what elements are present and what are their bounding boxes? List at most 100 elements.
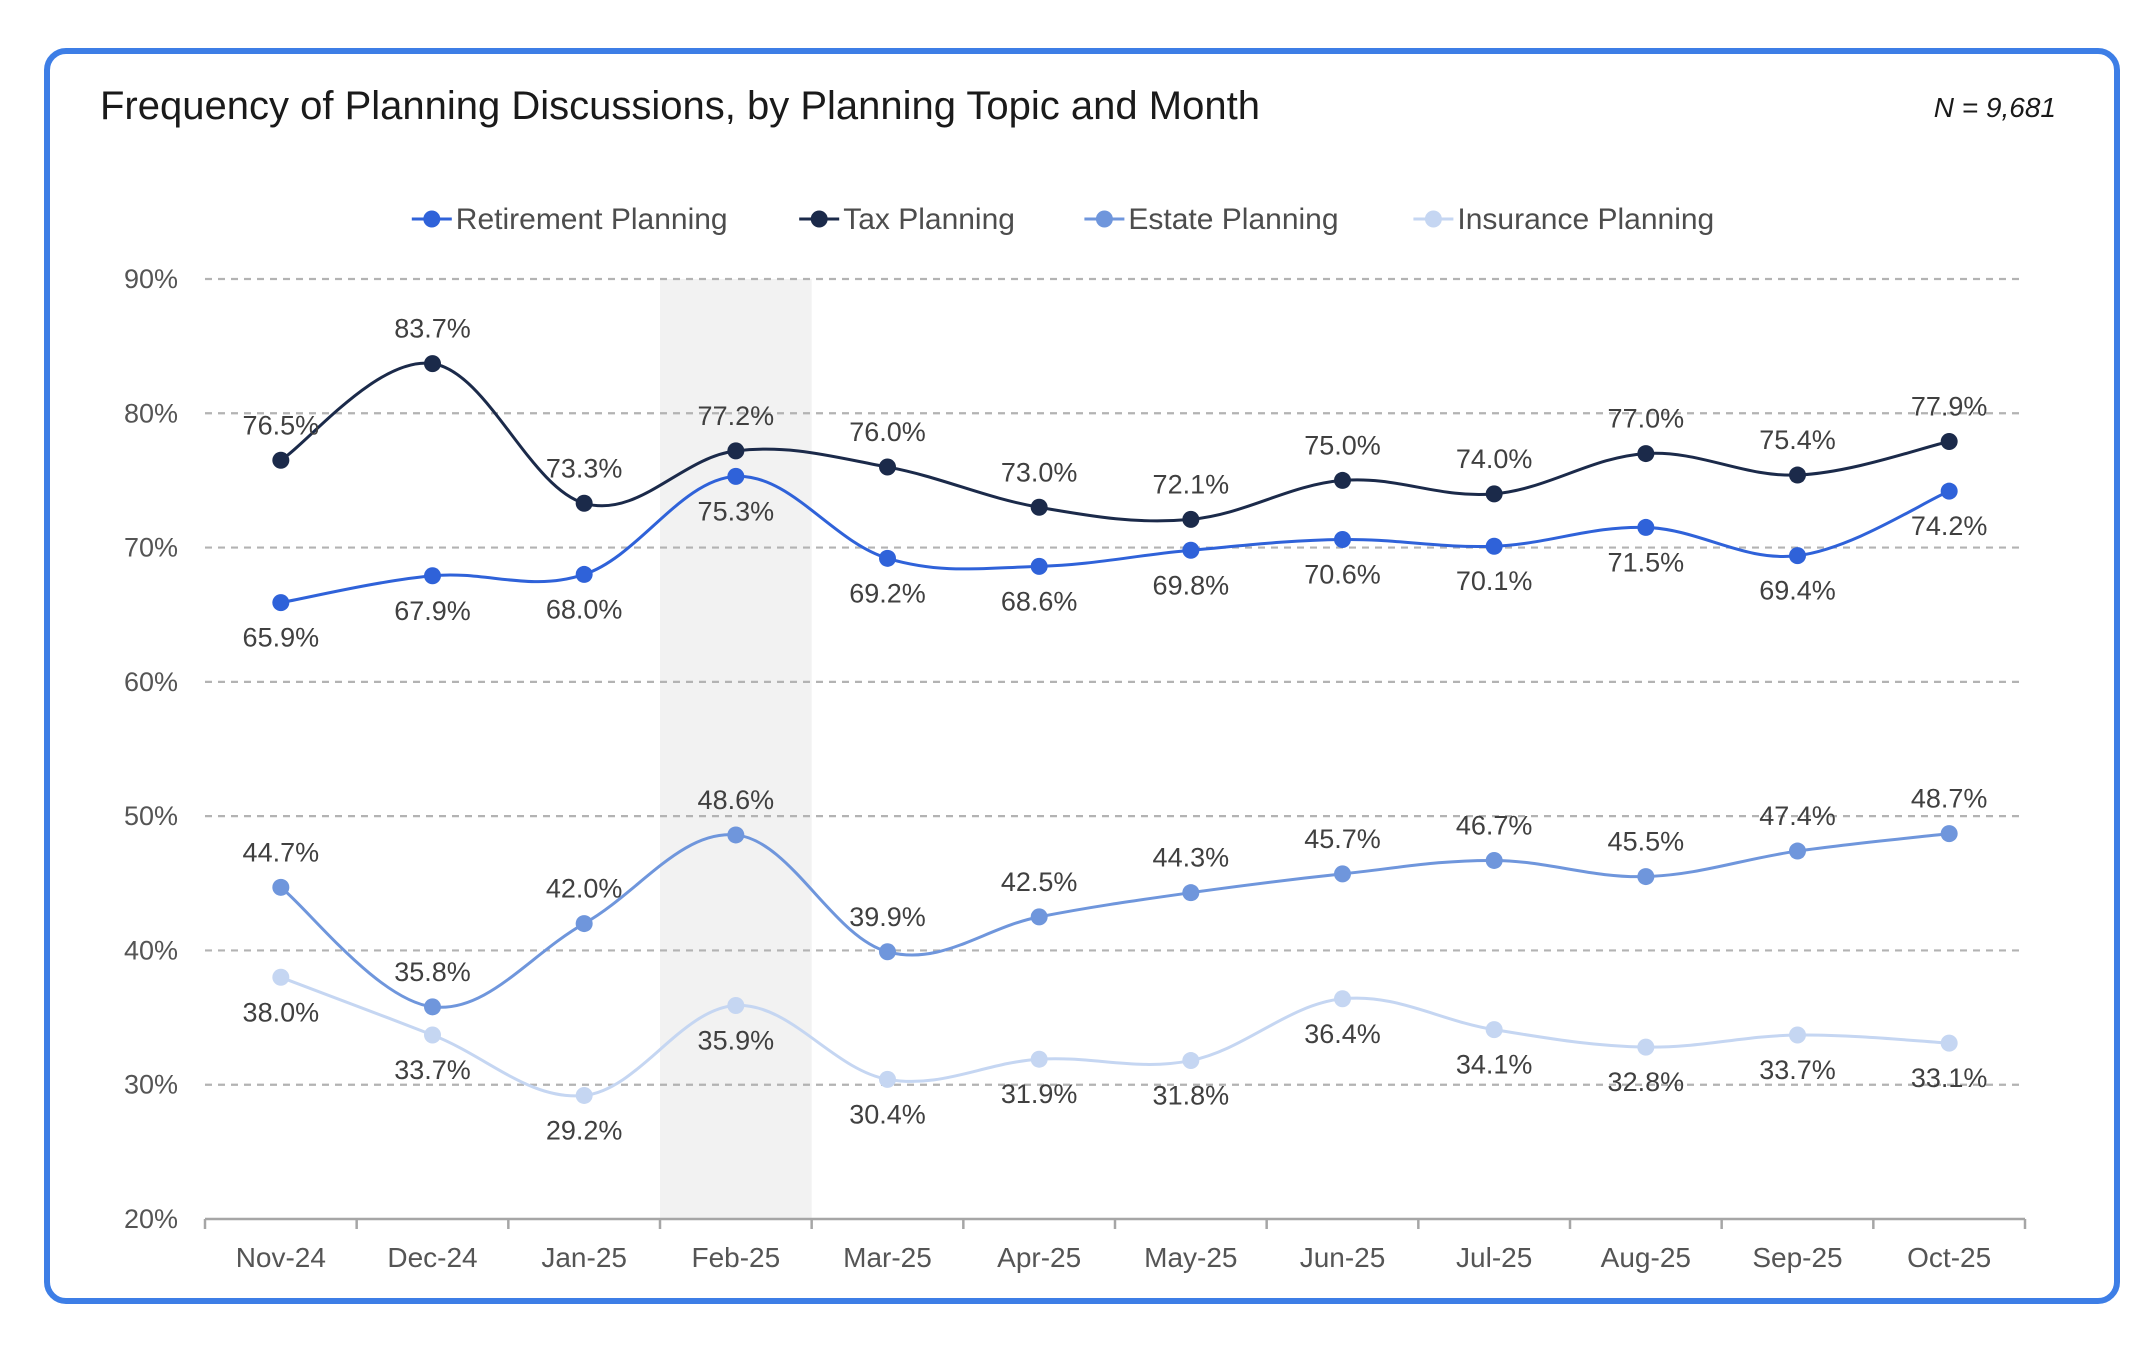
data-label-insurance-planning: 33.7% <box>394 1055 471 1085</box>
data-label-retirement-planning: 70.6% <box>1304 560 1381 590</box>
data-point-retirement-planning <box>1182 541 1200 559</box>
data-point-retirement-planning <box>1637 518 1655 536</box>
data-point-retirement-planning <box>575 565 593 583</box>
data-point-estate-planning <box>272 878 290 896</box>
legend-marker-estate-planning <box>1095 210 1113 228</box>
data-label-retirement-planning: 74.2% <box>1911 511 1988 541</box>
data-label-insurance-planning: 31.9% <box>1001 1079 1078 1109</box>
data-point-tax-planning <box>879 458 896 476</box>
data-label-insurance-planning: 32.8% <box>1608 1067 1685 1097</box>
data-label-estate-planning: 47.4% <box>1759 801 1836 831</box>
legend-marker-insurance-planning <box>1424 210 1442 228</box>
data-label-retirement-planning: 68.0% <box>546 594 623 624</box>
legend-label-tax-planning: Tax Planning <box>843 203 1015 236</box>
data-label-retirement-planning: 75.3% <box>698 496 775 526</box>
data-label-insurance-planning: 38.0% <box>243 997 320 1027</box>
y-tick-label: 70% <box>124 533 178 563</box>
data-point-retirement-planning <box>272 594 290 612</box>
x-tick-label: Jul-25 <box>1456 1242 1532 1273</box>
data-point-estate-planning <box>1789 842 1806 860</box>
x-tick-label: Dec-24 <box>387 1242 477 1273</box>
data-label-insurance-planning: 33.7% <box>1759 1055 1836 1085</box>
data-point-tax-planning <box>1030 498 1048 516</box>
data-label-estate-planning: 46.7% <box>1456 810 1533 840</box>
data-label-retirement-planning: 69.8% <box>1153 570 1230 600</box>
data-label-estate-planning: 35.8% <box>394 957 471 987</box>
data-point-insurance-planning <box>1334 990 1351 1008</box>
data-point-retirement-planning <box>1485 537 1503 555</box>
data-label-insurance-planning: 34.1% <box>1456 1050 1533 1080</box>
x-tick-label: Nov-24 <box>236 1242 326 1273</box>
data-point-insurance-planning <box>1485 1021 1503 1039</box>
data-point-retirement-planning <box>1940 482 1958 500</box>
x-tick-label: Sep-25 <box>1752 1242 1842 1273</box>
x-tick-label: Jun-25 <box>1300 1242 1386 1273</box>
data-label-insurance-planning: 31.8% <box>1153 1081 1230 1111</box>
highlight-band <box>660 279 812 1219</box>
y-tick-label: 20% <box>124 1204 178 1234</box>
series-line-tax-planning <box>279 361 1951 523</box>
data-point-estate-planning <box>1334 865 1351 883</box>
data-point-estate-planning <box>1485 851 1503 869</box>
data-label-retirement-planning: 69.4% <box>1759 576 1836 606</box>
legend-label-estate-planning: Estate Planning <box>1128 203 1338 236</box>
data-point-tax-planning <box>1334 471 1351 489</box>
data-label-retirement-planning: 68.6% <box>1001 586 1078 616</box>
data-point-retirement-planning <box>727 467 745 485</box>
data-point-estate-planning <box>575 915 593 933</box>
data-point-insurance-planning <box>1030 1050 1048 1068</box>
data-point-tax-planning <box>727 442 745 460</box>
data-label-retirement-planning: 69.2% <box>849 578 926 608</box>
data-label-estate-planning: 42.0% <box>546 874 623 904</box>
data-point-retirement-planning <box>1789 547 1806 565</box>
data-label-retirement-planning: 71.5% <box>1608 547 1685 577</box>
data-point-tax-planning <box>1940 432 1958 450</box>
data-label-tax-planning: 73.0% <box>1001 457 1078 487</box>
data-point-estate-planning <box>1030 908 1048 926</box>
chart-title: Frequency of Planning Discussions, by Pl… <box>100 84 1260 128</box>
legend-label-retirement-planning: Retirement Planning <box>456 203 728 236</box>
data-label-estate-planning: 48.6% <box>698 785 775 815</box>
data-label-insurance-planning: 36.4% <box>1304 1019 1381 1049</box>
data-point-tax-planning <box>1789 466 1806 484</box>
data-label-retirement-planning: 65.9% <box>243 623 320 653</box>
x-tick-label: Oct-25 <box>1907 1242 1991 1273</box>
data-label-tax-planning: 83.7% <box>394 314 471 344</box>
data-point-insurance-planning <box>424 1026 441 1044</box>
data-point-insurance-planning <box>1182 1052 1200 1070</box>
legend-marker-retirement-planning <box>423 210 441 228</box>
chart-card <box>44 48 2120 1304</box>
data-point-insurance-planning <box>1940 1034 1958 1052</box>
data-point-insurance-planning <box>879 1070 896 1088</box>
data-label-insurance-planning: 29.2% <box>546 1115 623 1145</box>
data-label-tax-planning: 77.0% <box>1608 404 1685 434</box>
data-label-tax-planning: 76.0% <box>849 417 926 447</box>
data-label-estate-planning: 48.7% <box>1911 784 1988 814</box>
x-tick-label: Jan-25 <box>541 1242 627 1273</box>
data-point-retirement-planning <box>424 567 441 585</box>
data-point-insurance-planning <box>575 1086 593 1104</box>
data-point-insurance-planning <box>727 996 745 1014</box>
y-tick-label: 40% <box>124 935 178 965</box>
data-label-retirement-planning: 67.9% <box>394 596 471 626</box>
data-point-tax-planning <box>1182 510 1200 528</box>
data-label-insurance-planning: 30.4% <box>849 1099 926 1129</box>
data-label-insurance-planning: 33.1% <box>1911 1063 1988 1093</box>
series-line-retirement-planning <box>279 474 1951 605</box>
data-point-tax-planning <box>272 451 290 469</box>
sample-size-note: N = 9,681 <box>1933 92 2056 123</box>
data-label-tax-planning: 73.3% <box>546 453 623 483</box>
data-label-tax-planning: 76.5% <box>243 410 320 440</box>
series-line-estate-planning <box>279 832 1951 1009</box>
y-tick-label: 60% <box>124 667 178 697</box>
x-tick-label: May-25 <box>1144 1242 1237 1273</box>
data-label-estate-planning: 45.5% <box>1608 827 1685 857</box>
data-point-estate-planning <box>1182 884 1200 902</box>
x-tick-label: Apr-25 <box>997 1242 1081 1273</box>
data-point-insurance-planning <box>272 968 290 986</box>
data-point-estate-planning <box>727 826 745 844</box>
data-point-insurance-planning <box>1789 1026 1806 1044</box>
data-point-retirement-planning <box>1030 557 1048 575</box>
data-point-tax-planning <box>575 494 593 512</box>
